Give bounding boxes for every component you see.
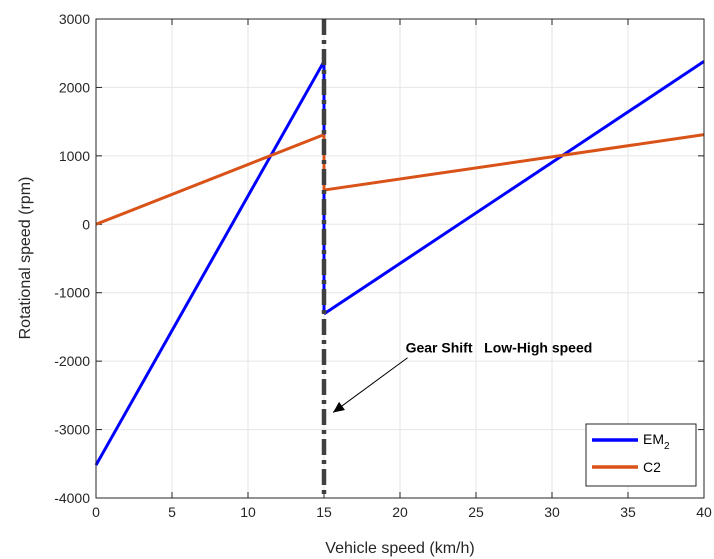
x-ticks: 0 5 10 15 20 25 30 35 40 [92, 19, 712, 520]
series-layer [94, 60, 705, 466]
y-tick-label: -1000 [54, 285, 90, 301]
x-tick-label: 0 [92, 504, 100, 520]
legend-box [585, 423, 697, 487]
x-tick-label: 20 [392, 504, 408, 520]
x-tick-label: 40 [696, 504, 712, 520]
series-c2-segment-2 [323, 133, 705, 192]
legend-label-c2: C2 [643, 459, 661, 475]
annotation-arrow-head [333, 401, 345, 413]
y-tick-label: 3000 [59, 11, 90, 27]
x-tick-label: 35 [620, 504, 636, 520]
x-tick-label: 15 [316, 504, 332, 520]
x-axis-label: Vehicle speed (km/h) [325, 540, 474, 557]
legend[interactable]: EM2 C2 [585, 423, 697, 487]
y-tick-label: -3000 [54, 422, 90, 438]
series-em2-segment-2 [323, 60, 705, 316]
y-axis-label: Rotational speed (rpm) [17, 177, 34, 340]
legend-label-em2: EM2 [643, 431, 670, 452]
y-tick-label: 1000 [59, 148, 90, 164]
x-tick-label: 10 [240, 504, 256, 520]
series-c2-segment-0 [95, 133, 325, 226]
plot-frame [95, 18, 705, 499]
y-tick-label: 0 [82, 216, 90, 232]
annotation-text: Gear Shift Low-High speed [406, 340, 593, 356]
x-tick-label: 5 [168, 504, 176, 520]
y-tick-label: 2000 [59, 79, 90, 95]
annotation: Gear Shift Low-High speed [332, 340, 593, 413]
y-ticks: -4000 -3000 -2000 -1000 0 1000 2000 3000 [54, 11, 704, 506]
x-tick-label: 30 [544, 504, 560, 520]
series-em2-segment-0 [94, 60, 326, 466]
annotation-arrow-line [332, 357, 408, 413]
x-tick-label: 25 [468, 504, 484, 520]
y-tick-label: -4000 [54, 490, 90, 506]
y-tick-label: -2000 [54, 353, 90, 369]
